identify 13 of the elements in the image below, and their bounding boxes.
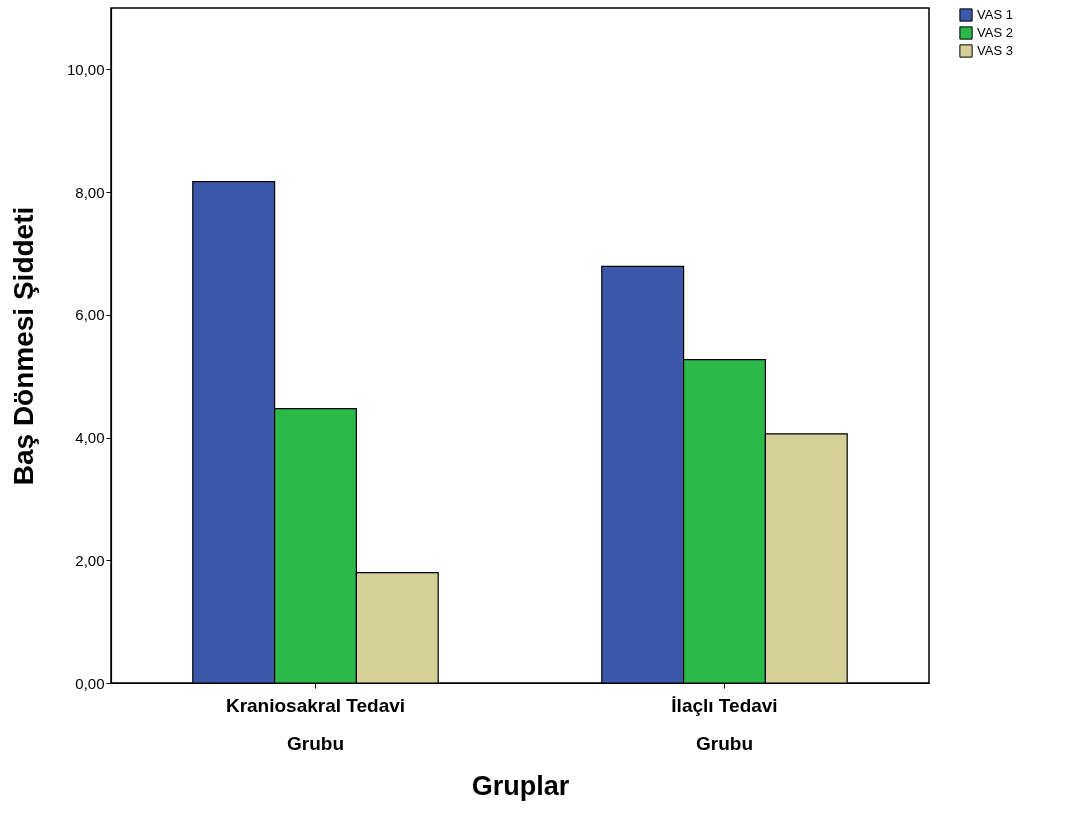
y-tick-label: 0,00 bbox=[75, 674, 105, 692]
y-tick-label: 4,00 bbox=[75, 429, 105, 447]
legend-label: VAS 1 bbox=[977, 7, 1013, 22]
x-tick-label: Kraniosakral Tedavi Grubu bbox=[225, 694, 406, 754]
y-axis-title: Baş Dönmesi Şiddeti bbox=[7, 206, 39, 486]
x-tick-label: İlaçlı Tedavi Grubu bbox=[671, 694, 778, 754]
y-tick-label: 10,00 bbox=[66, 60, 105, 78]
y-tick-label: 2,00 bbox=[75, 551, 105, 569]
x-axis-title: Gruplar bbox=[471, 770, 570, 801]
legend-label: VAS 3 bbox=[977, 43, 1013, 58]
legend-label: VAS 2 bbox=[977, 25, 1013, 40]
y-tick-label: 6,00 bbox=[75, 306, 105, 324]
y-tick-label: 8,00 bbox=[75, 183, 105, 201]
